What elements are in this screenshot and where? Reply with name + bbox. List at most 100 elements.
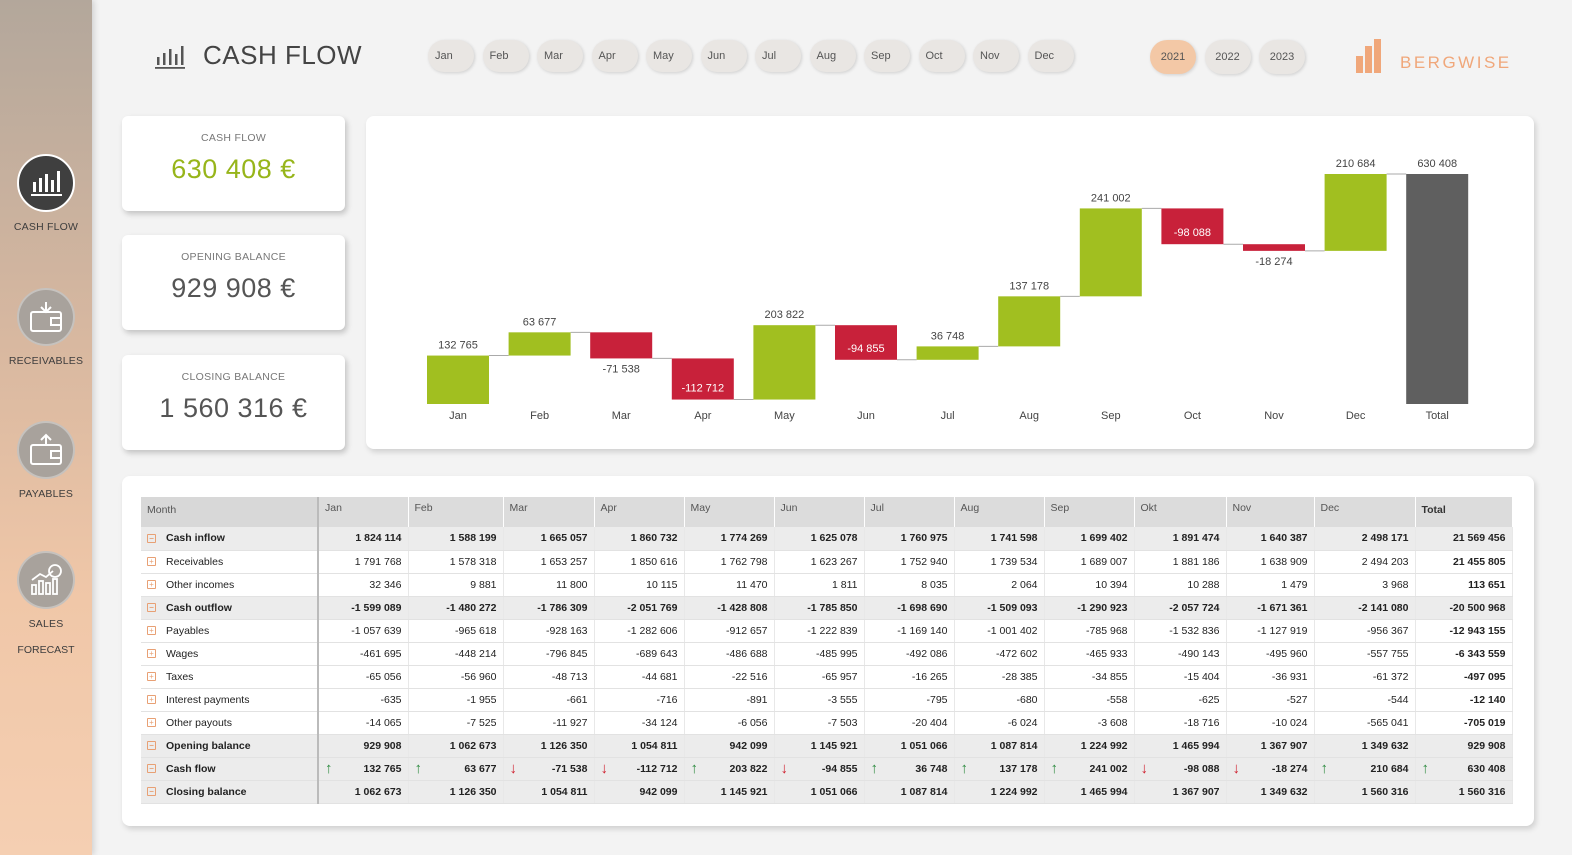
row-label-text: Receivables [166,555,224,568]
table-cell: 11 800 [503,573,595,597]
month-filter-sep[interactable]: Sep [864,40,910,72]
row-label-text: Other incomes [166,578,235,591]
expand-icon[interactable]: + [147,649,156,659]
column-header-apr[interactable]: Apr [594,497,685,527]
collapse-icon[interactable]: − [147,533,156,543]
table-cell: ↓ -71 538 [503,757,595,781]
table-cell: -6 343 559 [1415,642,1513,666]
month-filter-aug[interactable]: Aug [809,40,856,72]
table-cell: 113 651 [1415,573,1513,597]
cell-value: 9 881 [470,578,497,591]
table-cell: -1 480 272 [408,596,504,620]
cell-value: -472 602 [996,647,1038,660]
table-cell: -1 127 919 [1226,619,1315,643]
table-cell: -1 057 639 [318,619,409,643]
month-filter-jul[interactable]: Jul [755,40,801,72]
column-header-may[interactable]: May [684,497,775,527]
year-filter-2023[interactable]: 2023 [1259,40,1305,74]
cell-value: -34 124 [641,716,678,729]
column-header-aug[interactable]: Aug [954,497,1045,527]
year-filter-2022[interactable]: 2022 [1204,40,1251,74]
cell-value: -2 141 080 [1358,601,1409,614]
arrow-up-icon: ↑ [414,759,423,777]
nav-sales-forecast[interactable]: SALES FORECAST [0,551,92,656]
cell-value: -1 222 839 [807,624,858,637]
table-cell: 2 498 171 [1314,527,1416,551]
kpi-value: 929 908 € [171,273,296,303]
cell-value: 10 394 [1095,578,1128,591]
table-cell: -2 141 080 [1314,596,1416,620]
month-filter-jan[interactable]: Jan [428,40,474,72]
cell-value: -1 671 361 [1257,601,1308,614]
cell-value: 1 578 318 [449,555,497,568]
table-cell: 1 774 269 [684,527,775,551]
table-cell: -7 525 [408,711,504,735]
cell-value: 1 054 811 [631,739,678,752]
cell-value: -2 057 724 [1169,601,1220,614]
cell-value: -495 960 [1266,647,1308,660]
column-header-jan[interactable]: Jan [318,497,409,527]
column-header-jul[interactable]: Jul [864,497,955,527]
cell-value: 203 822 [729,762,768,775]
expand-icon[interactable]: + [147,580,156,590]
cell-value: -912 657 [726,624,768,637]
collapse-icon[interactable]: − [147,603,156,613]
table-cell: 942 099 [684,734,775,758]
month-filter-apr[interactable]: Apr [591,40,638,72]
column-header-dec[interactable]: Dec [1314,497,1416,527]
table-cell: -1 786 309 [503,596,595,620]
cell-value: 10 115 [646,578,678,591]
cell-value: -1 282 606 [627,624,678,637]
column-header-okt[interactable]: Okt [1134,497,1227,527]
cell-value: -1 001 402 [987,624,1038,637]
kpi-opening-balance: OPENING BALANCE 929 908 € [122,235,345,330]
table-cell: ↑ 210 684 [1314,757,1416,781]
table-cell: ↓ -18 274 [1226,757,1315,781]
column-header-jun[interactable]: Jun [774,497,865,527]
cell-value: -36 931 [1271,670,1308,683]
column-header-nov[interactable]: Nov [1226,497,1315,527]
collapse-icon[interactable]: − [147,787,156,797]
nav-payables[interactable]: PAYABLES [0,421,92,501]
arrow-up-icon: ↑ [960,759,969,777]
expand-icon[interactable]: + [147,672,156,682]
month-filter-mar[interactable]: Mar [537,40,583,72]
nav-label-payables: PAYABLES [18,488,74,500]
data-label: 630 408 [1417,158,1457,170]
table-cell: 1 578 318 [408,550,504,574]
month-filter-oct[interactable]: Oct [918,40,965,72]
nav-cash-flow[interactable]: CASH FLOW [0,154,92,234]
arrow-up-icon: ↑ [1050,759,1059,777]
month-filter-jun[interactable]: Jun [700,40,747,72]
table-cell: 1 054 811 [594,734,685,758]
column-header-month[interactable]: Month [141,497,319,527]
month-filter-nov[interactable]: Nov [973,40,1019,72]
category-label: Apr [694,410,711,422]
table-cell: -1 671 361 [1226,596,1315,620]
expand-icon[interactable]: + [147,626,156,636]
month-filter-feb[interactable]: Feb [482,40,529,72]
collapse-icon[interactable]: − [147,741,156,751]
table-cell: -1 282 606 [594,619,685,643]
month-filter-may[interactable]: May [646,40,692,72]
table-cell: -472 602 [954,642,1045,666]
nav-receivables[interactable]: RECEIVABLES [0,288,92,368]
wallet-in-icon [17,288,75,346]
expand-icon[interactable]: + [147,557,156,567]
expand-icon[interactable]: + [147,695,156,705]
year-filter-2021[interactable]: 2021 [1150,40,1196,74]
column-header-feb[interactable]: Feb [408,497,504,527]
expand-icon[interactable]: + [147,718,156,728]
cell-value: -2 051 769 [627,601,678,614]
column-header-total[interactable]: Total [1415,497,1513,527]
cell-value: -680 [1016,693,1038,706]
cell-value: -558 [1106,693,1128,706]
column-header-sep[interactable]: Sep [1044,497,1135,527]
column-header-mar[interactable]: Mar [503,497,595,527]
table-cell: 1 699 402 [1044,527,1135,551]
row-label-text: Payables [166,624,210,637]
collapse-icon[interactable]: − [147,764,156,774]
table-cell: 1 653 257 [503,550,595,574]
month-filter-dec[interactable]: Dec [1027,40,1074,72]
table-row: − Cash inflow 1 824 114 1 588 199 1 665 057 1… [141,527,1513,551]
